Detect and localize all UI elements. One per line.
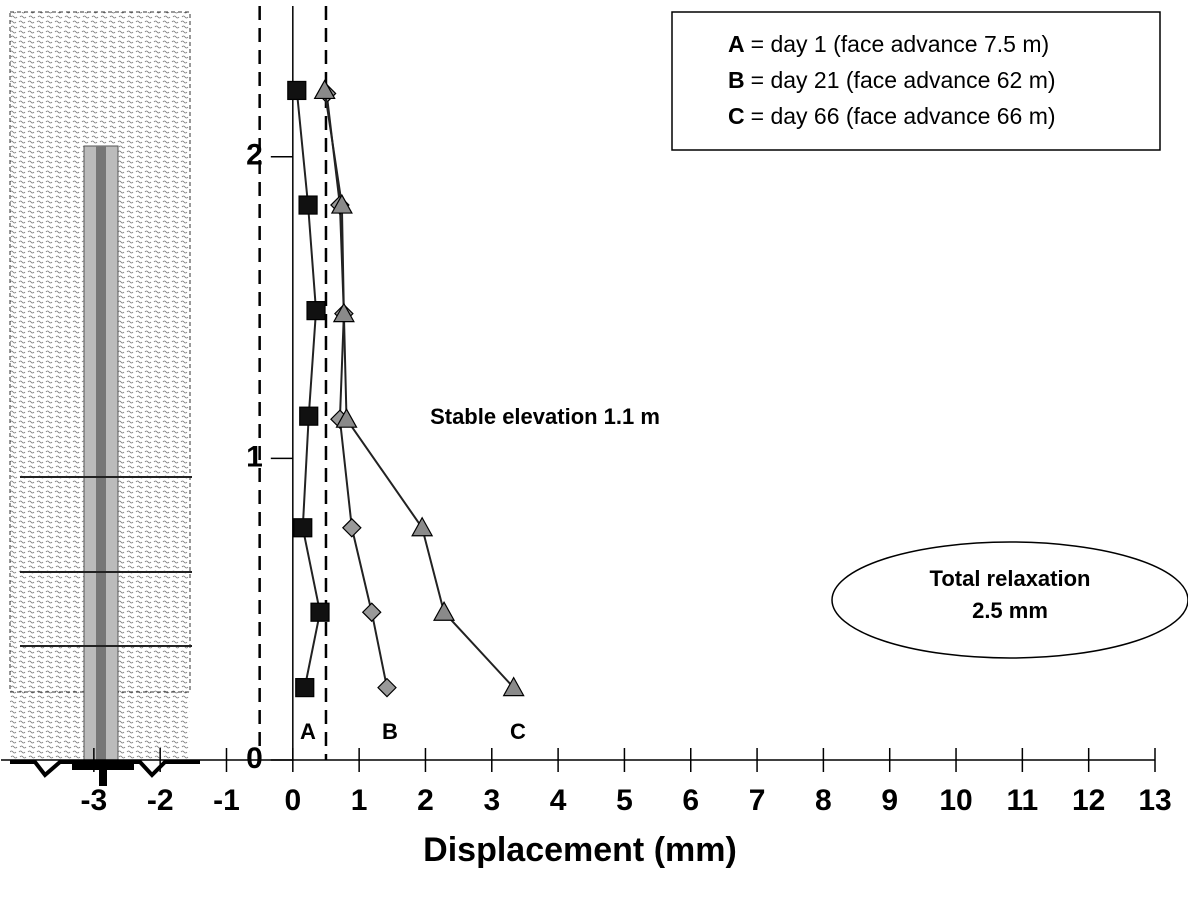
x-tick-label: 2 [417,784,434,817]
x-tick-label: 8 [815,784,832,817]
x-tick-label: 7 [749,784,766,817]
x-tick-label: 1 [351,784,368,817]
head-stem [99,760,107,786]
legend-label: = day 66 (face advance 66 m) [751,103,1056,129]
point [313,79,336,100]
point [293,518,313,538]
borehole-illustration [9,11,200,786]
series-line [323,90,515,689]
point [433,600,456,621]
legend-entry: A = day 1 (face advance 7.5 m) [728,31,1049,57]
point [287,80,307,101]
annotation: Stable elevation 1.1 m [430,404,660,429]
series-line [325,93,388,688]
point [502,676,525,697]
rod-core [96,146,106,760]
point [295,678,315,698]
series-line [295,90,322,688]
point [298,195,318,215]
point [335,407,358,428]
callout-text: Total relaxation [930,566,1091,591]
point [306,301,326,321]
callout-ellipse [831,541,1188,659]
legend-label: = day 21 (face advance 62 m) [751,67,1056,93]
series-label: C [510,719,526,744]
point [377,677,397,698]
borehole-outline [9,11,191,693]
callout-text: 2.5 mm [972,598,1048,623]
point [341,517,362,538]
point [330,193,353,214]
legend-entry: C = day 66 (face advance 66 m) [728,103,1056,129]
x-tick-label: 5 [616,784,633,817]
legend-key: C [728,103,745,129]
point [361,602,382,623]
legend [671,11,1161,151]
x-tick-label: -3 [81,784,108,817]
x-axis-title: Displacement (mm) [423,831,737,869]
x-tick-label: 0 [284,784,301,817]
y-tick-label: 0 [246,742,263,775]
point [411,516,434,537]
x-tick-label: 10 [939,784,972,817]
x-tick-label: 3 [483,784,500,817]
x-tick-label: 12 [1072,784,1105,817]
point [310,602,330,622]
x-tick-label: 9 [881,784,898,817]
x-tick-label: -2 [147,784,174,817]
legend-key: A [728,31,745,57]
x-tick-label: 4 [550,784,567,817]
legend-label: = day 1 (face advance 7.5 m) [751,31,1050,57]
series-label: A [300,719,316,744]
legend-entry: B = day 21 (face advance 62 m) [728,67,1056,93]
x-tick-label: 6 [682,784,699,817]
series-label: B [382,719,398,744]
point [299,406,319,426]
point [332,302,355,323]
legend-key: B [728,67,745,93]
x-tick-label: -1 [213,784,240,817]
x-tick-label: 11 [1006,784,1038,817]
x-tick-label: 13 [1138,784,1171,817]
